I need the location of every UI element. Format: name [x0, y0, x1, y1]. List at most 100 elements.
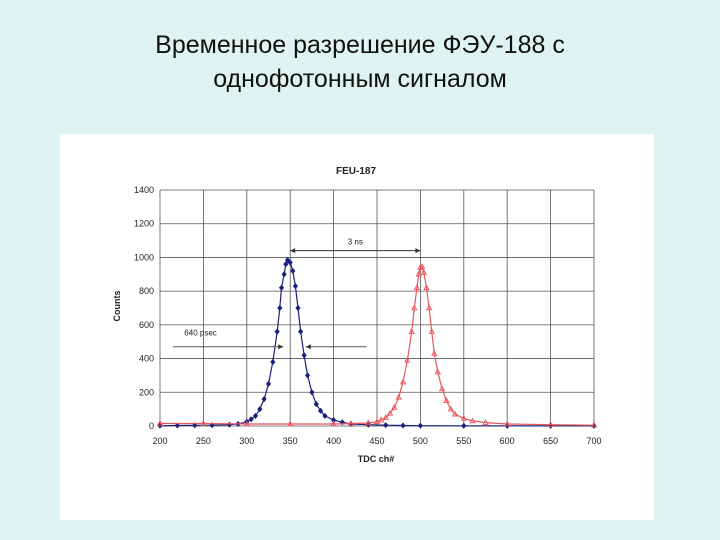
axes: 0 200 400 600 800 1000 1200 1400 200 250 300 350 400… [134, 185, 602, 446]
data-point [469, 417, 476, 424]
arrow-head [290, 248, 296, 254]
data-point [438, 385, 446, 392]
series-2 [156, 263, 598, 428]
y-tick-label: 1400 [134, 185, 154, 195]
data-point [382, 414, 389, 420]
data-point [322, 412, 328, 419]
data-point [290, 267, 296, 274]
data-point [504, 420, 511, 427]
data-point [404, 356, 411, 363]
data-point [365, 419, 372, 426]
data-point [304, 372, 311, 379]
data-point [423, 284, 430, 291]
data-point [287, 259, 293, 266]
data-point [417, 264, 424, 270]
data-point [257, 406, 263, 413]
grid-lines [159, 189, 595, 427]
arrow-head [415, 248, 421, 254]
data-point [399, 378, 407, 385]
data-point [156, 419, 164, 426]
data-point [301, 352, 307, 359]
x-tick-label: 350 [283, 436, 298, 446]
data-point [418, 263, 426, 269]
data-point [451, 410, 459, 417]
data-point [413, 284, 421, 291]
data-point [309, 389, 315, 396]
annotation-label: 640 psec [184, 328, 216, 337]
x-tick-label: 650 [543, 436, 558, 446]
x-axis-label: TDC ch# [358, 454, 395, 464]
x-tick-label: 400 [326, 436, 341, 446]
series-layer [156, 256, 598, 429]
slide-title-line-1: Временное разрешение ФЭУ-188 с [155, 31, 565, 59]
y-tick-label: 1200 [134, 219, 154, 229]
data-point [411, 304, 418, 311]
data-point [298, 328, 304, 335]
data-point [347, 420, 355, 426]
chart-svg: FEU-187 0 200 400 600 800 1000 1200 1400 200 250 3… [112, 166, 602, 464]
data-point [281, 271, 287, 278]
data-point [200, 419, 207, 426]
data-point [261, 395, 267, 403]
y-tick-label: 600 [139, 320, 154, 330]
data-point [331, 417, 337, 424]
data-point [383, 422, 389, 429]
data-point [270, 358, 276, 366]
data-point [408, 328, 415, 334]
data-point [391, 403, 398, 410]
data-point [428, 328, 435, 334]
x-tick-label: 200 [152, 436, 167, 446]
data-point [395, 393, 402, 400]
slide-title: Временное разрешение ФЭУ-188 с однофотон… [0, 28, 720, 96]
data-point [287, 420, 294, 427]
data-point [590, 421, 598, 428]
data-point [243, 420, 250, 427]
data-point [373, 418, 381, 425]
y-tick-label: 1000 [134, 252, 154, 262]
y-tick-label: 800 [139, 286, 154, 296]
x-tick-label: 300 [239, 436, 254, 446]
data-point [420, 269, 428, 275]
chart-panel: FEU-187 0 200 400 600 800 1000 1200 1400 200 250 3… [60, 134, 654, 520]
annotation-3ns: 3 ns [290, 238, 421, 254]
data-point [278, 284, 285, 291]
arrow-head [278, 344, 284, 350]
x-tick-label: 600 [500, 436, 515, 446]
x-tick-label: 550 [456, 436, 471, 446]
y-tick-label: 200 [139, 387, 154, 397]
data-point [415, 270, 422, 277]
data-point [265, 380, 272, 387]
slide-title-line-2: однофотонным сигналом [213, 65, 507, 93]
data-point [447, 405, 454, 412]
data-point [277, 304, 283, 312]
data-point [400, 422, 406, 429]
data-point [443, 397, 450, 403]
data-point [461, 422, 467, 429]
annotation-640psec: 640 psec [173, 328, 367, 350]
data-point [386, 409, 394, 416]
y-tick-label: 0 [149, 421, 154, 431]
data-point [317, 407, 324, 414]
arrow-head [305, 344, 311, 350]
x-tick-label: 250 [196, 436, 211, 446]
data-point [330, 420, 337, 427]
data-point [482, 419, 489, 425]
data-point [547, 421, 554, 427]
x-tick-label: 500 [413, 436, 428, 446]
chart-title: FEU-187 [336, 166, 376, 177]
data-point [434, 368, 441, 375]
data-point [295, 304, 301, 312]
data-point [431, 349, 438, 356]
data-point [378, 416, 385, 423]
data-point [252, 412, 259, 419]
y-tick-label: 400 [139, 354, 154, 364]
data-point [248, 416, 254, 423]
data-point [283, 261, 289, 268]
x-tick-label: 450 [369, 436, 384, 446]
data-point [226, 421, 233, 428]
annotations: 3 ns 640 psec [173, 238, 421, 350]
data-point [417, 422, 423, 429]
x-tick-label: 700 [586, 436, 601, 446]
y-axis-label: Counts [112, 291, 122, 322]
series-line [160, 265, 595, 426]
